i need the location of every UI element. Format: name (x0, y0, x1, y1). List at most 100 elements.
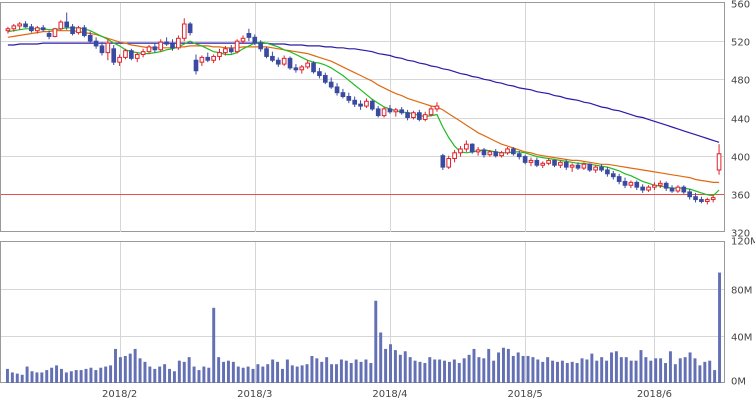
volume-bar (158, 367, 161, 383)
volume-bar (143, 362, 146, 383)
volume-bar (75, 370, 78, 383)
volume-bar (207, 368, 210, 383)
candle-body-down (400, 110, 404, 113)
volume-bar (55, 365, 58, 383)
volume-bar (556, 362, 559, 383)
candle-body-down (288, 58, 292, 68)
candle-body-up (658, 183, 662, 185)
volume-bar (325, 357, 328, 383)
candle-body-down (376, 109, 380, 116)
candle-body-down (482, 150, 486, 155)
candle-body-up (476, 150, 480, 152)
volume-bar (198, 370, 201, 383)
volume-bar (507, 349, 510, 383)
candle-body-down (100, 46, 104, 53)
volume-bar (256, 364, 259, 383)
x-tick-label: 2018/4 (372, 389, 407, 400)
volume-bar (590, 354, 593, 383)
candle-body-up (559, 162, 563, 165)
volume-bar (502, 348, 505, 383)
candle-body-up (488, 152, 492, 155)
candle (130, 49, 134, 60)
volume-bar (404, 351, 407, 383)
candle-body-up (570, 165, 574, 167)
volume-bar (212, 308, 215, 383)
volume-bar (615, 351, 618, 383)
candle-body-down (512, 149, 516, 154)
volume-bar (232, 362, 235, 383)
volume-bar (129, 354, 132, 383)
candle-body-down (165, 42, 169, 44)
candle-body-up (629, 182, 633, 185)
volume-bar (178, 361, 181, 383)
volume-bar (217, 357, 220, 383)
volume-bar (114, 349, 117, 383)
volume-bar (355, 360, 358, 384)
candle-body-up (529, 160, 533, 162)
candle-body-down (318, 72, 322, 76)
volume-bar (70, 371, 73, 383)
candle (382, 107, 386, 117)
volume-bar (16, 374, 19, 383)
volume-bar (202, 367, 205, 383)
candle-body-down (494, 152, 498, 156)
candle-body-up (306, 63, 310, 67)
candle-body-up (541, 163, 545, 165)
candle-body-down (294, 68, 298, 70)
candle-body-down (88, 35, 92, 41)
candle-body-up (453, 153, 457, 159)
volume-bar (566, 363, 569, 383)
volume-bar (80, 370, 83, 383)
candle-body-up (159, 42, 163, 50)
volume-bar (463, 358, 466, 383)
volume-bar (649, 361, 652, 383)
candle-body-up (365, 101, 369, 106)
candle-body-down (47, 34, 51, 37)
candle-body-down (24, 24, 28, 27)
candle-body-down (259, 43, 263, 49)
volume-bar (60, 369, 63, 383)
candle-body-up (135, 55, 139, 59)
volume-bar (541, 362, 544, 383)
candle-body-up (59, 22, 63, 29)
volume-y-tick-label: 40M (731, 333, 752, 344)
volume-bar (153, 369, 156, 383)
candle-body-down (65, 22, 69, 27)
volume-bar (89, 368, 92, 383)
volume-bar (635, 361, 638, 383)
candle-body-up (429, 109, 433, 115)
volume-bar (360, 362, 363, 383)
candle-body-up (124, 51, 128, 58)
candle-body-down (564, 162, 568, 167)
volume-bar (620, 357, 623, 383)
volume-bar (109, 365, 112, 383)
candle-body-down (353, 100, 357, 104)
volume-bar (482, 358, 485, 383)
candle-body-up (653, 185, 657, 187)
candle-body-up (382, 109, 386, 116)
volume-bar (85, 369, 88, 383)
volume-bar (271, 360, 274, 384)
x-tick-label: 2018/2 (102, 389, 137, 400)
x-tick-label: 2018/6 (637, 389, 672, 400)
volume-bar (674, 364, 677, 383)
volume-bar (448, 362, 451, 383)
volume-bar (409, 357, 412, 383)
volume-bar (703, 362, 706, 383)
candle-body-down (623, 181, 627, 185)
price-y-tick-label: 480 (731, 76, 750, 87)
candle-body-down (517, 154, 521, 157)
price-y-tick-label: 560 (731, 0, 750, 11)
volume-bar (291, 365, 294, 383)
volume-bar (423, 363, 426, 383)
volume-bar (571, 362, 574, 383)
volume-bar (320, 362, 323, 383)
candle-body-up (465, 144, 469, 149)
volume-bar (364, 360, 367, 384)
candle-body-down (329, 82, 333, 87)
candle-body-up (300, 67, 304, 70)
candle-body-down (611, 174, 615, 177)
candle (124, 49, 128, 59)
volume-y-tick-label: 0M (731, 377, 746, 388)
